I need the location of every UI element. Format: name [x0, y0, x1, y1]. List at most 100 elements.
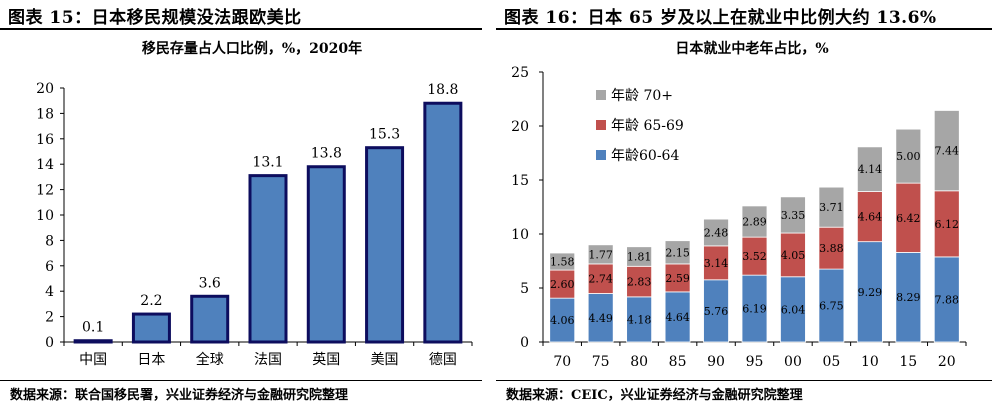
stack-segment-s1-85	[664, 291, 691, 343]
bar-2	[131, 312, 171, 344]
segment-value-label: 4.06	[550, 314, 575, 327]
y-tick-label: 15	[511, 173, 529, 189]
segment-value-label: 6.19	[742, 303, 767, 316]
segment-value-label: 3.35	[781, 209, 806, 222]
left-footer-rule	[0, 380, 482, 381]
legend-swatch	[596, 120, 606, 130]
segment-value-label: 6.75	[819, 300, 844, 313]
y-tick-label: 20	[511, 119, 529, 135]
stack-segment-s1-10	[856, 241, 883, 343]
y-tick-label: 14	[36, 157, 54, 173]
segment-value-label: 6.04	[781, 303, 806, 316]
segment-value-label: 4.64	[665, 311, 690, 324]
segment-value-label: 5.76	[704, 305, 729, 318]
stack-segment-s2-70	[549, 269, 576, 299]
x-tick-label: 美国	[371, 352, 399, 368]
right-panel: 图表 16：日本 65 岁及以上在就业中比例大约 13.6% 日本就业中老年占比…	[496, 0, 992, 412]
y-tick-label: 6	[45, 259, 54, 275]
stack-segment-s2-75	[587, 263, 614, 294]
left-bar-chart: 移民存量占人口比例，%，2020年 0 2 4 6 8 10 12 14 16 18 20 0.1 中国 2…	[36, 40, 473, 368]
x-tick-label: 00	[784, 354, 802, 370]
segment-value-label: 4.49	[588, 312, 613, 325]
y-tick-label: 0	[45, 335, 54, 351]
segment-value-label: 1.81	[627, 251, 652, 264]
right-panel-title: 图表 16：日本 65 岁及以上在就业中比例大约 13.6%	[504, 8, 937, 28]
segment-value-label: 4.64	[858, 211, 883, 224]
y-tick-label: 2	[45, 310, 54, 326]
stack-segment-s1-20	[933, 256, 960, 343]
stack-segment-s1-70	[549, 297, 576, 343]
stack-segment-s3-90	[703, 218, 729, 247]
stack-segment-s2-90	[703, 245, 729, 281]
segment-value-label: 2.89	[742, 216, 767, 229]
left-panel: 图表 15：日本移民规模没法跟欧美比 移民存量占人口比例，%，2020年 0 2 4 6…	[0, 0, 482, 412]
right-source-note: 数据来源：CEIC，兴业证券经济与金融研究院整理	[506, 388, 803, 403]
y-tick-label: 10	[511, 227, 529, 243]
x-tick-label: 中国	[79, 352, 107, 368]
x-tick-label: 德国	[429, 352, 457, 368]
y-tick-label: 20	[36, 81, 54, 97]
x-tick-label: 法国	[254, 352, 282, 368]
legend-label: 年龄 70+	[611, 88, 673, 104]
segment-value-label: 6.12	[935, 218, 960, 231]
x-tick-label: 英国	[312, 351, 340, 368]
segment-value-label: 3.88	[819, 242, 844, 255]
left-title-rule	[0, 28, 482, 30]
stack-segment-s2-20	[933, 190, 960, 258]
chart-title: 移民存量占人口比例，%，2020年	[142, 40, 362, 57]
right-title-rule	[496, 28, 992, 30]
stack-segment-s3-20	[933, 110, 960, 192]
stack-segment-s3-95	[741, 205, 768, 238]
x-tick-label: 95	[746, 354, 764, 370]
stack-segment-s3-10	[856, 146, 883, 192]
stack-segment-s1-00	[780, 276, 806, 343]
stack-segment-s3-75	[587, 244, 614, 265]
segment-value-label: 4.14	[858, 163, 883, 176]
x-tick-label: 15	[899, 354, 917, 370]
segment-value-label: 4.18	[627, 313, 652, 326]
x-tick-label: 10	[861, 354, 879, 370]
stack-segment-s1-05	[818, 268, 845, 343]
bar-6	[365, 146, 405, 344]
segment-value-label: 9.29	[858, 286, 883, 299]
stack-segment-s2-80	[626, 265, 653, 298]
stack-segment-s3-85	[664, 240, 691, 265]
x-tick-label: 20	[938, 354, 956, 370]
x-tick-label: 70	[553, 354, 571, 370]
y-tick-label: 16	[36, 132, 54, 148]
stack-segment-s1-90	[703, 279, 729, 343]
bar-5	[306, 165, 346, 344]
stack-segment-s3-80	[626, 246, 653, 267]
y-tick-label: 8	[45, 233, 54, 249]
segment-value-label: 7.88	[935, 293, 960, 306]
x-tick-label: 05	[822, 354, 840, 370]
segment-value-label: 2.59	[665, 272, 690, 285]
segment-value-label: 7.44	[935, 145, 960, 158]
x-tick-label: 90	[707, 354, 725, 370]
stack-segment-s1-75	[587, 293, 614, 343]
segment-value-label: 3.71	[819, 201, 844, 214]
stack-segment-s1-80	[626, 296, 653, 343]
segment-value-label: 2.15	[665, 246, 690, 259]
bar-value-label: 18.8	[427, 82, 458, 98]
chart-title: 日本就业中老年占比，%	[675, 40, 828, 57]
y-tick-label: 25	[511, 65, 529, 81]
y-tick-label: 0	[520, 335, 529, 351]
segment-value-label: 3.14	[704, 257, 729, 270]
segment-value-label: 2.74	[588, 273, 613, 286]
bar-value-label: 2.2	[140, 293, 162, 309]
bar-value-label: 15.3	[369, 127, 400, 143]
segment-value-label: 1.77	[588, 248, 613, 261]
segment-value-label: 3.52	[742, 250, 767, 263]
stack-segment-s3-00	[780, 196, 806, 234]
legend-swatch	[596, 150, 606, 160]
y-tick-label: 12	[36, 183, 54, 199]
segment-value-label: 2.83	[627, 276, 652, 289]
x-tick-label: 全球	[196, 351, 224, 368]
stack-segment-s1-15	[895, 252, 922, 343]
bar-3	[190, 294, 230, 344]
bar-7	[423, 101, 463, 344]
bar-value-label: 3.6	[199, 275, 221, 291]
bar-1	[73, 339, 113, 344]
left-source-note: 数据来源：联合国移民署，兴业证券经济与金融研究院整理	[10, 388, 349, 403]
